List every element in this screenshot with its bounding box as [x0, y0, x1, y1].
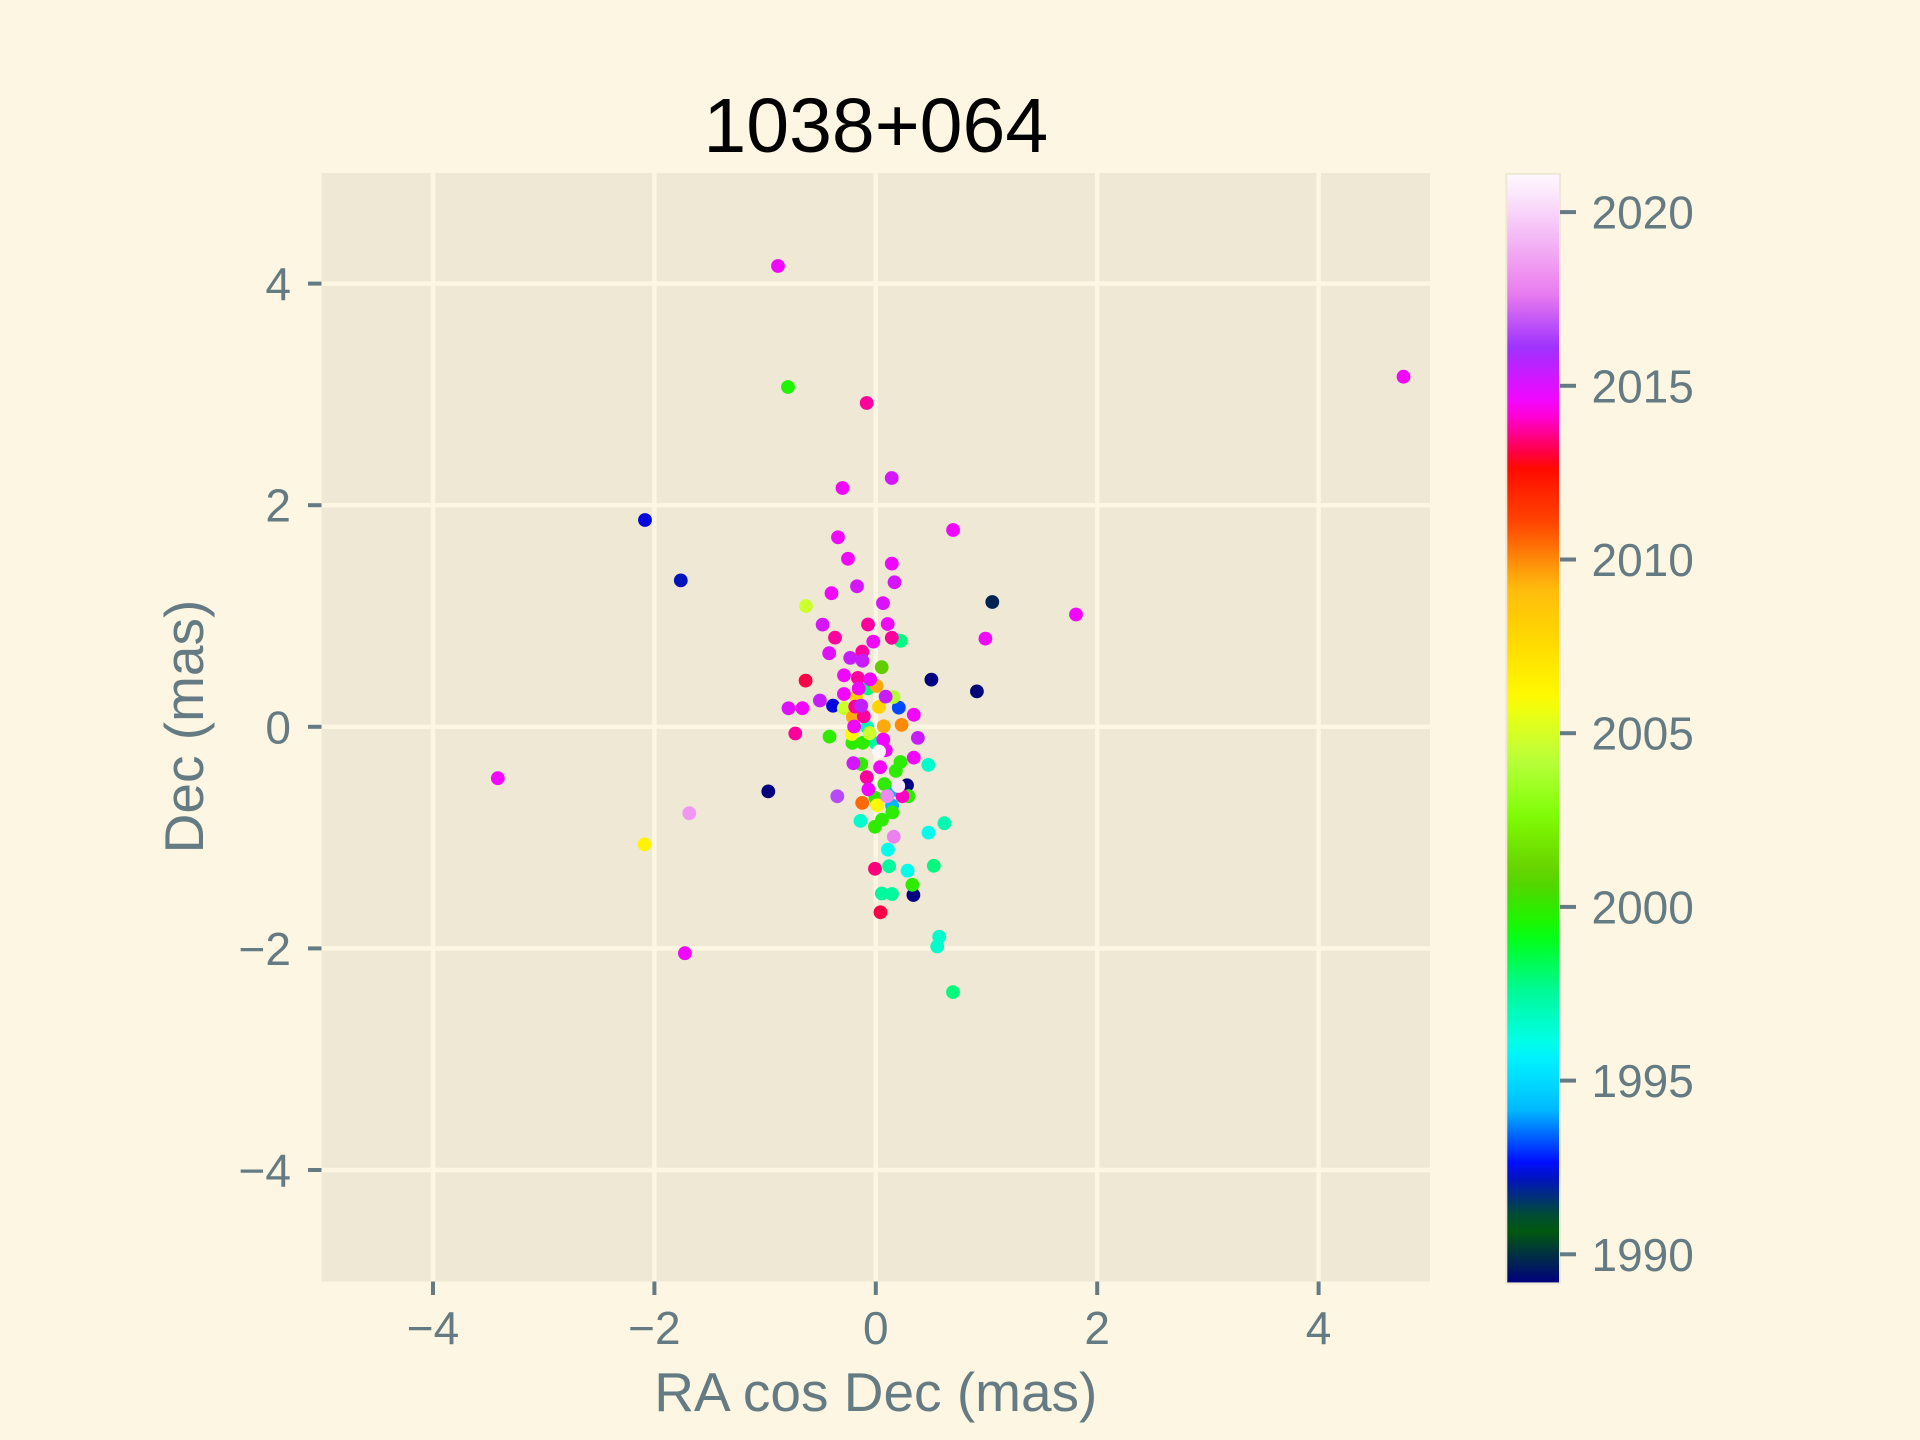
- svg-text:RA cos Dec (mas): RA cos Dec (mas): [654, 1361, 1097, 1423]
- svg-text:4: 4: [1306, 1302, 1332, 1354]
- svg-text:0: 0: [265, 701, 291, 753]
- svg-text:2020: 2020: [1592, 187, 1694, 239]
- svg-text:2000: 2000: [1592, 881, 1694, 933]
- svg-text:2: 2: [1084, 1302, 1110, 1354]
- svg-text:−2: −2: [628, 1302, 680, 1354]
- svg-text:2: 2: [265, 480, 291, 532]
- svg-text:4: 4: [265, 258, 291, 310]
- svg-text:1990: 1990: [1592, 1229, 1694, 1281]
- svg-text:2005: 2005: [1592, 708, 1694, 760]
- svg-text:Dec (mas): Dec (mas): [153, 600, 215, 854]
- svg-text:1038+064: 1038+064: [703, 83, 1048, 169]
- svg-text:−2: −2: [239, 923, 291, 975]
- svg-text:1995: 1995: [1592, 1055, 1694, 1107]
- svg-text:2010: 2010: [1592, 534, 1694, 586]
- svg-text:2015: 2015: [1592, 360, 1694, 412]
- svg-text:0: 0: [863, 1302, 889, 1354]
- svg-text:−4: −4: [239, 1145, 291, 1197]
- svg-text:−4: −4: [407, 1302, 459, 1354]
